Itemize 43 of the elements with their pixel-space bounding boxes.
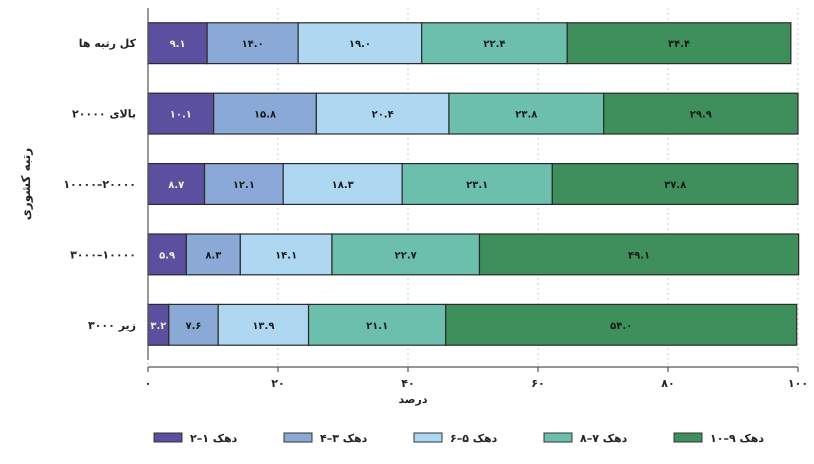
x-tick-label: ۴۰ <box>401 377 415 390</box>
y-tick-label: ۲۰۰۰۰–۱۰۰۰۰ <box>63 178 136 191</box>
data-label: ۸.۳ <box>205 250 222 262</box>
data-label: ۱۴.۱ <box>275 250 298 262</box>
data-label: ۸.۷ <box>168 180 184 191</box>
data-label: ۴۹.۱ <box>628 250 650 262</box>
x-tick-label: ۶۰ <box>531 377 545 390</box>
legend-label: دهک ۳–۴ <box>320 432 368 445</box>
x-axis-title: درصد <box>398 393 428 406</box>
data-label: ۲۲.۴ <box>483 39 506 50</box>
x-tick-label: ۲۰ <box>271 377 285 390</box>
data-label: ۳.۲ <box>150 320 166 332</box>
data-label: ۲۱.۱ <box>366 320 388 332</box>
y-tick-label: زیر ۳۰۰۰ <box>88 318 136 332</box>
data-label: ۲۹.۹ <box>690 110 712 121</box>
data-label: ۵۴.۰ <box>610 320 632 332</box>
data-label: ۱۹.۰ <box>348 39 371 50</box>
data-label: ۷.۶ <box>185 320 202 332</box>
x-tick-label: ۱۰۰ <box>788 377 808 390</box>
legend-label: دهک ۵–۶ <box>450 432 498 445</box>
legend-label: دهک ۷–۸ <box>580 432 628 445</box>
y-tick-label: کل رتبه ها <box>78 37 137 50</box>
data-label: ۱۲.۱ <box>232 180 255 191</box>
data-label: ۳۷.۸ <box>664 180 686 191</box>
data-label: ۹.۱ <box>170 39 186 50</box>
data-label: ۳۴.۴ <box>668 39 690 50</box>
data-label: ۱۵.۸ <box>254 110 276 121</box>
legend-label: دهک ۱–۲ <box>190 432 238 445</box>
data-label: ۲۲.۷ <box>394 250 417 262</box>
data-label: ۱۸.۳ <box>332 180 354 191</box>
data-label: ۵.۹ <box>159 250 176 262</box>
legend-label: دهک ۹–۱۰ <box>710 432 764 445</box>
data-label: ۲۳.۱ <box>466 180 488 191</box>
y-tick-label: ۱۰۰۰۰–۳۰۰۰ <box>70 248 136 262</box>
y-axis-title: رتبه کشوری <box>19 148 33 220</box>
x-tick-label: ۰ <box>144 377 152 390</box>
data-label: ۱۳.۹ <box>252 320 274 332</box>
data-label: ۲۰.۴ <box>372 110 394 121</box>
x-tick-label: ۸۰ <box>661 377 675 390</box>
data-label: ۲۳.۸ <box>515 110 538 121</box>
y-tick-label: بالای ۲۰۰۰۰ <box>72 108 136 121</box>
data-label: ۱۴.۰ <box>242 39 264 50</box>
data-label: ۱۰.۱ <box>170 110 192 121</box>
